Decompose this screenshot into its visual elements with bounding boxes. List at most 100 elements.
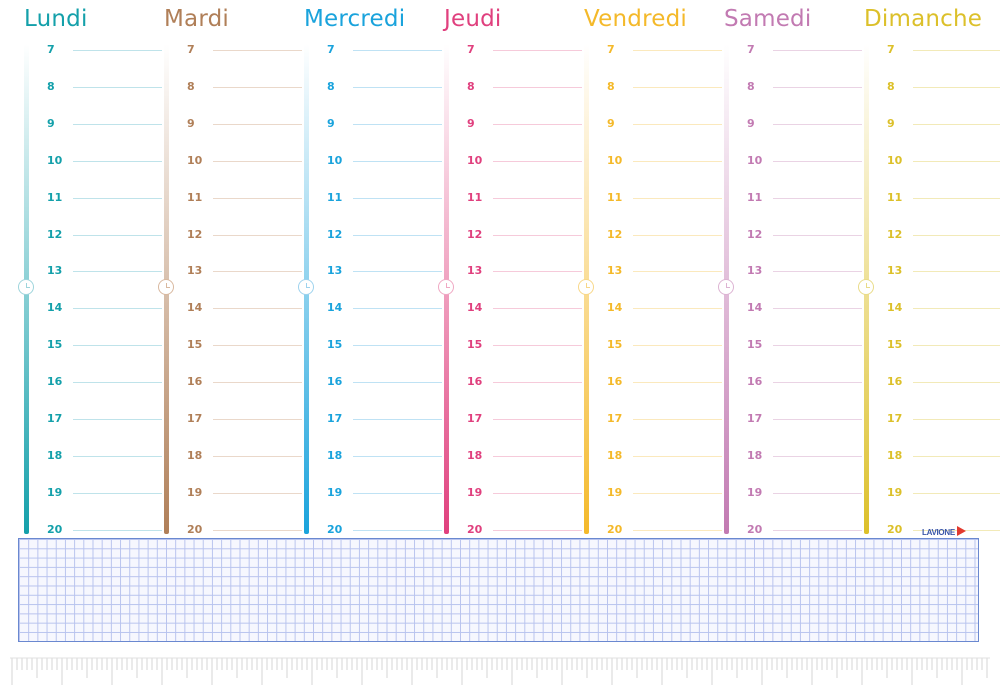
hour-row[interactable]: 13 — [444, 264, 584, 278]
hour-writing-line — [773, 50, 862, 51]
hour-row[interactable]: 11 — [304, 191, 444, 205]
hour-row[interactable]: 19 — [864, 486, 1000, 500]
hour-row[interactable]: 7 — [24, 43, 164, 57]
hour-row[interactable]: 14 — [864, 301, 1000, 315]
hour-row[interactable]: 16 — [864, 375, 1000, 389]
hour-row[interactable]: 9 — [724, 117, 864, 131]
hour-row[interactable]: 9 — [444, 117, 584, 131]
hour-row[interactable]: 9 — [304, 117, 444, 131]
hour-row[interactable]: 20 — [24, 523, 164, 537]
hour-row[interactable]: 7 — [304, 43, 444, 57]
hour-row[interactable]: 14 — [584, 301, 724, 315]
hour-row[interactable]: 17 — [724, 412, 864, 426]
hour-row[interactable]: 18 — [164, 449, 304, 463]
hour-row[interactable]: 12 — [724, 228, 864, 242]
hour-row[interactable]: 8 — [724, 80, 864, 94]
hour-row[interactable]: 16 — [304, 375, 444, 389]
hour-row[interactable]: 19 — [444, 486, 584, 500]
hour-row[interactable]: 16 — [724, 375, 864, 389]
hour-row[interactable]: 7 — [444, 43, 584, 57]
hour-row[interactable]: 12 — [304, 228, 444, 242]
hour-row[interactable]: 15 — [724, 338, 864, 352]
hour-row[interactable]: 11 — [444, 191, 584, 205]
hour-row[interactable]: 17 — [164, 412, 304, 426]
hour-row[interactable]: 20 — [864, 523, 1000, 537]
hour-row[interactable]: 20 — [164, 523, 304, 537]
hour-row[interactable]: 14 — [724, 301, 864, 315]
hour-row[interactable]: 19 — [304, 486, 444, 500]
hour-row[interactable]: 13 — [864, 264, 1000, 278]
hour-row[interactable]: 7 — [864, 43, 1000, 57]
hour-row[interactable]: 20 — [724, 523, 864, 537]
hour-row[interactable]: 18 — [304, 449, 444, 463]
hour-row[interactable]: 14 — [24, 301, 164, 315]
hour-row[interactable]: 18 — [724, 449, 864, 463]
hour-row[interactable]: 13 — [164, 264, 304, 278]
hour-row[interactable]: 13 — [24, 264, 164, 278]
hour-row[interactable]: 9 — [864, 117, 1000, 131]
hour-row[interactable]: 11 — [24, 191, 164, 205]
hour-row[interactable]: 12 — [24, 228, 164, 242]
hour-row[interactable]: 11 — [584, 191, 724, 205]
hour-row[interactable]: 17 — [864, 412, 1000, 426]
hour-row[interactable]: 14 — [304, 301, 444, 315]
hour-row[interactable]: 12 — [584, 228, 724, 242]
hour-row[interactable]: 11 — [164, 191, 304, 205]
hour-row[interactable]: 9 — [24, 117, 164, 131]
hour-row[interactable]: 14 — [444, 301, 584, 315]
hour-row[interactable]: 10 — [584, 154, 724, 168]
hour-row[interactable]: 10 — [724, 154, 864, 168]
hour-row[interactable]: 10 — [864, 154, 1000, 168]
hour-row[interactable]: 10 — [164, 154, 304, 168]
hour-row[interactable]: 8 — [584, 80, 724, 94]
hour-row[interactable]: 8 — [304, 80, 444, 94]
hour-row[interactable]: 10 — [304, 154, 444, 168]
hour-row[interactable]: 19 — [164, 486, 304, 500]
hour-row[interactable]: 19 — [24, 486, 164, 500]
hour-row[interactable]: 8 — [864, 80, 1000, 94]
hour-row[interactable]: 13 — [584, 264, 724, 278]
hour-row[interactable]: 17 — [444, 412, 584, 426]
hour-row[interactable]: 11 — [724, 191, 864, 205]
hour-row[interactable]: 18 — [584, 449, 724, 463]
hour-row[interactable]: 18 — [444, 449, 584, 463]
hour-row[interactable]: 20 — [444, 523, 584, 537]
hour-row[interactable]: 16 — [24, 375, 164, 389]
hour-row[interactable]: 16 — [164, 375, 304, 389]
hour-row[interactable]: 18 — [24, 449, 164, 463]
hour-row[interactable]: 7 — [724, 43, 864, 57]
hour-row[interactable]: 10 — [24, 154, 164, 168]
hour-row[interactable]: 19 — [584, 486, 724, 500]
hour-row[interactable]: 11 — [864, 191, 1000, 205]
hour-row[interactable]: 9 — [164, 117, 304, 131]
hour-row[interactable]: 17 — [304, 412, 444, 426]
hour-row[interactable]: 12 — [164, 228, 304, 242]
hour-row[interactable]: 12 — [444, 228, 584, 242]
hour-row[interactable]: 12 — [864, 228, 1000, 242]
hour-row[interactable]: 8 — [444, 80, 584, 94]
hour-row[interactable]: 20 — [304, 523, 444, 537]
hour-row[interactable]: 7 — [164, 43, 304, 57]
hour-row[interactable]: 9 — [584, 117, 724, 131]
hour-row[interactable]: 15 — [304, 338, 444, 352]
hour-row[interactable]: 14 — [164, 301, 304, 315]
hour-row[interactable]: 16 — [444, 375, 584, 389]
hour-row[interactable]: 15 — [584, 338, 724, 352]
hour-row[interactable]: 15 — [164, 338, 304, 352]
hour-row[interactable]: 15 — [444, 338, 584, 352]
hour-row[interactable]: 20 — [584, 523, 724, 537]
hour-row[interactable]: 17 — [584, 412, 724, 426]
hour-row[interactable]: 15 — [864, 338, 1000, 352]
hour-writing-line — [633, 345, 722, 347]
hour-row[interactable]: 15 — [24, 338, 164, 352]
hour-row[interactable]: 16 — [584, 375, 724, 389]
hour-row[interactable]: 10 — [444, 154, 584, 168]
hour-row[interactable]: 8 — [164, 80, 304, 94]
hour-row[interactable]: 7 — [584, 43, 724, 57]
hour-row[interactable]: 8 — [24, 80, 164, 94]
hour-row[interactable]: 19 — [724, 486, 864, 500]
hour-row[interactable]: 18 — [864, 449, 1000, 463]
hour-row[interactable]: 13 — [304, 264, 444, 278]
hour-row[interactable]: 17 — [24, 412, 164, 426]
hour-row[interactable]: 13 — [724, 264, 864, 278]
